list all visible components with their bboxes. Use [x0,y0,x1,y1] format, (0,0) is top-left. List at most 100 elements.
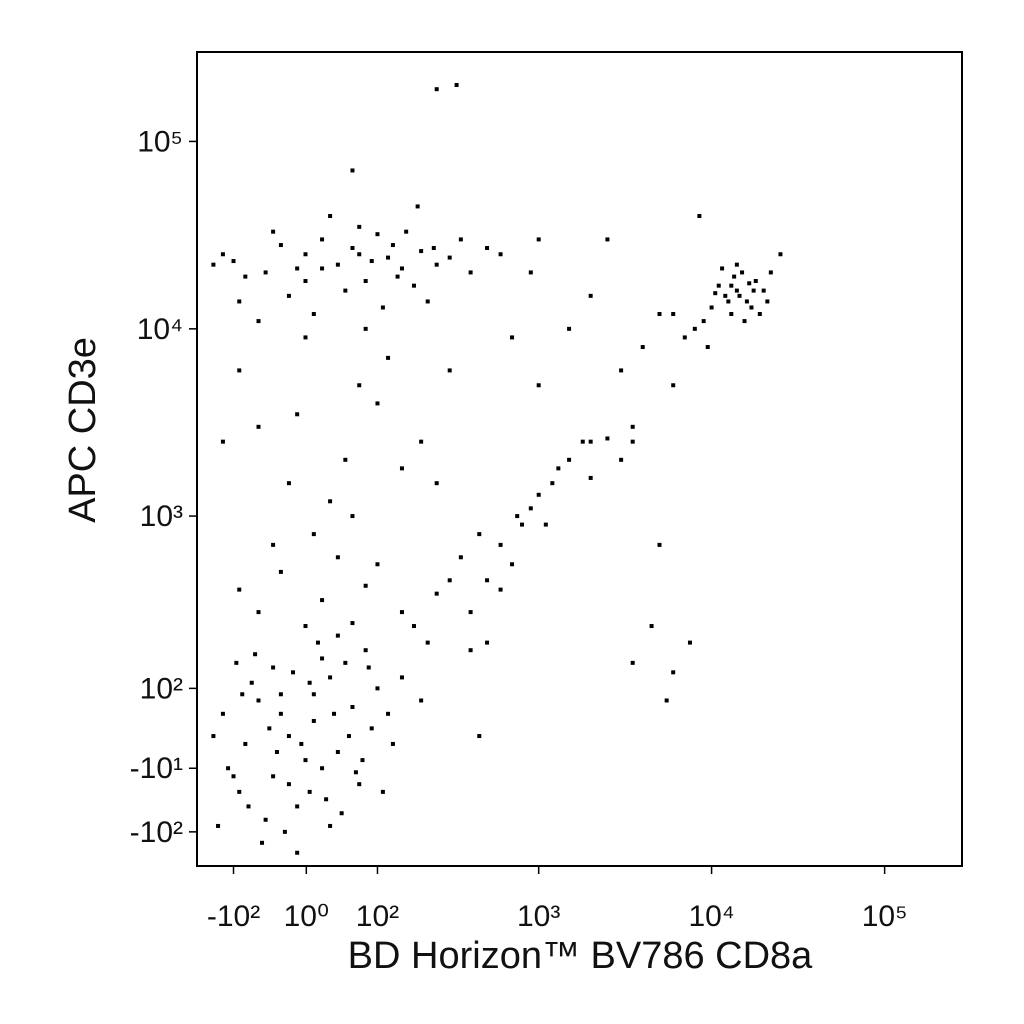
dot [649,624,654,629]
dot [311,692,316,697]
dot [220,439,225,444]
dot [411,283,416,288]
dot [271,665,276,670]
dot [320,598,325,603]
dot [303,252,308,257]
dot [671,312,676,317]
dot [220,711,225,716]
dot [246,804,251,809]
x-tick-label: 10² [356,900,399,933]
dot [588,475,593,480]
dot [303,624,308,629]
dot [454,83,459,88]
dot [765,299,770,304]
dot [363,326,368,331]
dot [737,293,742,298]
dot [485,245,490,250]
dot [498,587,503,592]
dot [386,255,391,260]
dot [295,412,300,417]
plot-frame [196,51,963,867]
dot [536,492,541,497]
dot [498,252,503,257]
dot [434,87,439,92]
dot [360,758,365,763]
dot [425,299,430,304]
dot [332,711,337,716]
dot [237,299,242,304]
dot [458,555,463,560]
dot [324,797,329,802]
dot [520,522,525,527]
dot [619,457,624,462]
dot [528,506,533,511]
dot [640,345,645,350]
dot [419,249,424,254]
dot [657,542,662,547]
dot [274,749,279,754]
dot [350,245,355,250]
dot [366,665,371,670]
dot [303,758,308,763]
dot [510,562,515,567]
dot [346,734,351,739]
dot [734,262,739,267]
dot [237,368,242,373]
dot [320,266,325,271]
x-tick-label: -10² [207,900,260,933]
dot [343,660,348,665]
dot [256,424,261,429]
dot [295,850,300,855]
dot [375,686,380,691]
dot [415,204,420,209]
dot [311,312,316,317]
x-tick-label: 10³ [517,900,560,933]
dot [380,789,385,794]
dot [425,640,430,645]
dot [588,439,593,444]
dot [431,245,436,250]
dot [256,698,261,703]
dot [271,774,276,779]
dot [328,675,333,680]
dot [386,355,391,360]
dot [286,293,291,298]
dot [243,741,248,746]
dot [701,319,706,324]
dot [295,804,300,809]
dot [671,670,676,675]
dot [477,734,482,739]
dot [468,610,473,615]
dot [339,811,344,816]
dot [328,823,333,828]
dot [757,312,762,317]
dot [664,698,669,703]
y-tick-label: 10⁵ [137,125,183,158]
dot [350,621,355,626]
x-tick-label: 10⁵ [862,900,908,933]
dot [697,214,702,219]
dot [278,569,283,574]
dot [536,383,541,388]
x-axis-title: BD Horizon™ BV786 CD8a [348,935,814,977]
dot [477,532,482,537]
dot [335,555,340,560]
dot [211,734,216,739]
y-tick-label: 10² [140,672,183,705]
dot [256,319,261,324]
y-tick-label: 10³ [140,500,183,533]
dot [709,305,714,310]
dot [498,542,503,547]
dot [350,514,355,519]
dot [315,640,320,645]
dot [307,789,312,794]
dot [375,562,380,567]
dot [399,675,404,680]
dot [630,439,635,444]
dot [343,457,348,462]
dot [231,259,236,264]
dot [390,243,395,248]
dot [671,383,676,388]
dot [419,439,424,444]
